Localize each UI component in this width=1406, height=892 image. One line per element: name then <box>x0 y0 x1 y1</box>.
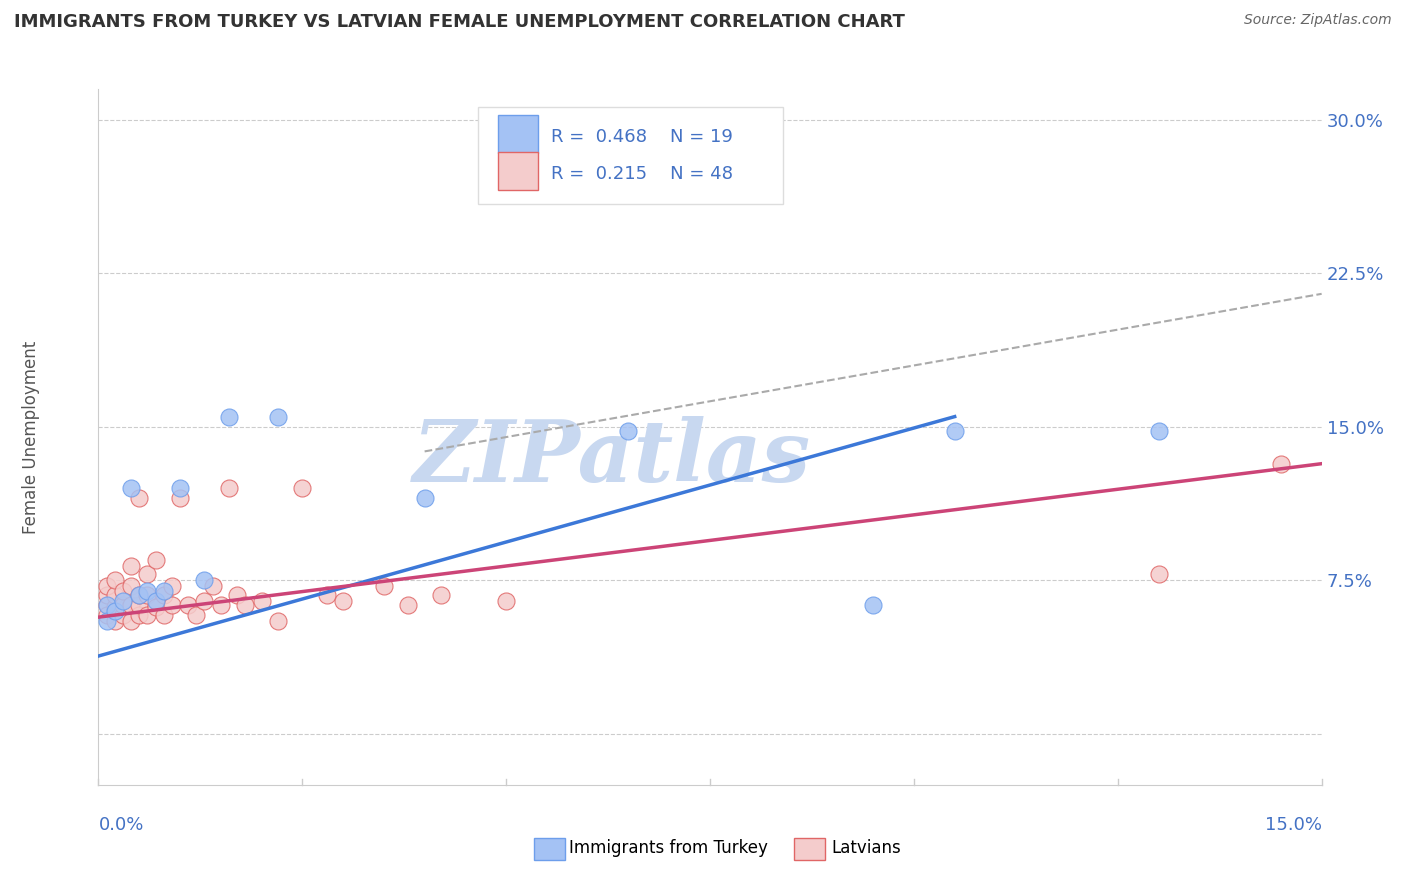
Point <box>136 583 159 598</box>
Point <box>177 598 200 612</box>
Text: Latvians: Latvians <box>831 839 901 857</box>
Point <box>250 594 273 608</box>
Point <box>1270 457 1292 471</box>
Point <box>111 594 134 608</box>
Point <box>120 614 142 628</box>
Text: IMMIGRANTS FROM TURKEY VS LATVIAN FEMALE UNEMPLOYMENT CORRELATION CHART: IMMIGRANTS FROM TURKEY VS LATVIAN FEMALE… <box>14 13 905 31</box>
Point <box>145 553 167 567</box>
Point <box>128 491 150 506</box>
Point <box>120 481 142 495</box>
Point <box>104 614 127 628</box>
Text: Immigrants from Turkey: Immigrants from Turkey <box>569 839 768 857</box>
Point <box>160 579 183 593</box>
Point <box>128 588 150 602</box>
Point <box>291 481 314 495</box>
Point <box>145 594 167 608</box>
Point <box>111 608 134 623</box>
Point <box>120 598 142 612</box>
Point <box>218 409 240 424</box>
Text: Source: ZipAtlas.com: Source: ZipAtlas.com <box>1244 13 1392 28</box>
Point <box>96 598 118 612</box>
Text: Female Unemployment: Female Unemployment <box>22 341 41 533</box>
Point <box>96 588 118 602</box>
Point <box>136 588 159 602</box>
FancyBboxPatch shape <box>478 106 783 204</box>
Point <box>396 598 419 612</box>
Point <box>145 599 167 614</box>
Point <box>193 574 215 588</box>
Point <box>128 608 150 623</box>
Point <box>104 604 127 618</box>
Point <box>136 567 159 582</box>
Point <box>740 174 762 188</box>
Point <box>233 598 256 612</box>
Point <box>267 614 290 628</box>
Point <box>373 579 395 593</box>
Point <box>186 608 208 623</box>
Point <box>169 491 191 506</box>
Text: R =  0.468    N = 19: R = 0.468 N = 19 <box>551 128 733 145</box>
Point <box>315 588 337 602</box>
Point <box>136 608 159 623</box>
Point <box>862 598 884 612</box>
Point <box>111 583 134 598</box>
Point <box>120 559 142 574</box>
Text: R =  0.215    N = 48: R = 0.215 N = 48 <box>551 165 733 183</box>
Point <box>104 599 127 614</box>
Bar <box>498 152 537 190</box>
Point <box>152 588 174 602</box>
Point <box>413 491 436 506</box>
Point <box>193 594 215 608</box>
Point <box>169 481 191 495</box>
Point <box>209 598 232 612</box>
Point <box>430 588 453 602</box>
Point <box>96 579 118 593</box>
Point <box>104 574 127 588</box>
Point <box>226 588 249 602</box>
Point <box>152 608 174 623</box>
Point <box>104 588 127 602</box>
Text: 0.0%: 0.0% <box>98 816 143 834</box>
Point <box>128 588 150 602</box>
Point <box>96 614 118 628</box>
Point <box>160 598 183 612</box>
Point <box>96 598 118 612</box>
Point <box>120 579 142 593</box>
Point <box>943 424 966 438</box>
Bar <box>498 115 537 153</box>
Point <box>617 424 640 438</box>
Point <box>495 594 517 608</box>
Point <box>267 409 290 424</box>
Point <box>96 608 118 623</box>
Point <box>218 481 240 495</box>
Point <box>128 598 150 612</box>
Point <box>1147 567 1170 582</box>
Point <box>111 598 134 612</box>
Point <box>152 583 174 598</box>
Point <box>201 579 224 593</box>
Text: ZIPatlas: ZIPatlas <box>413 417 811 500</box>
Point <box>332 594 354 608</box>
Text: 15.0%: 15.0% <box>1264 816 1322 834</box>
Point <box>1147 424 1170 438</box>
